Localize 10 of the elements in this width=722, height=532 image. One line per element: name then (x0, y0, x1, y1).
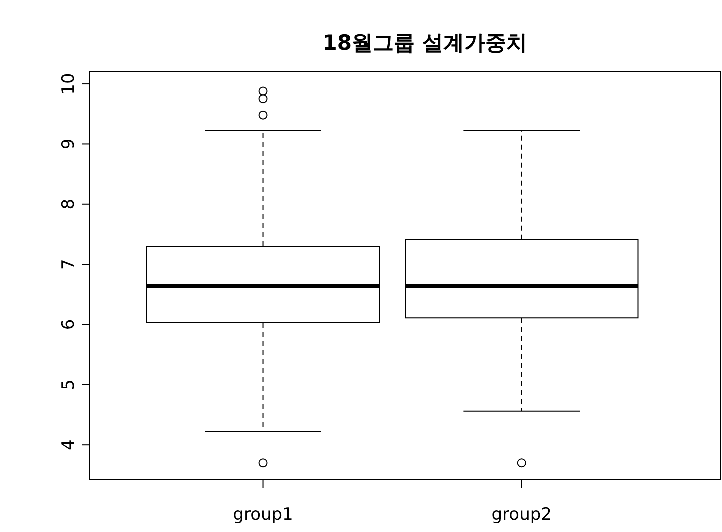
y-tick-label: 6 (59, 319, 79, 330)
x-tick-label: group2 (492, 505, 552, 525)
y-tick-label: 10 (59, 73, 79, 95)
chart-title: 18월그룹 설계가중치 (322, 31, 528, 55)
x-tick-label: group1 (233, 505, 294, 525)
y-tick-label: 8 (59, 198, 79, 210)
y-tick-label: 5 (59, 380, 79, 390)
y-tick-label: 9 (59, 138, 79, 150)
y-tick-label: 7 (59, 259, 79, 270)
y-tick-label: 4 (59, 440, 79, 451)
